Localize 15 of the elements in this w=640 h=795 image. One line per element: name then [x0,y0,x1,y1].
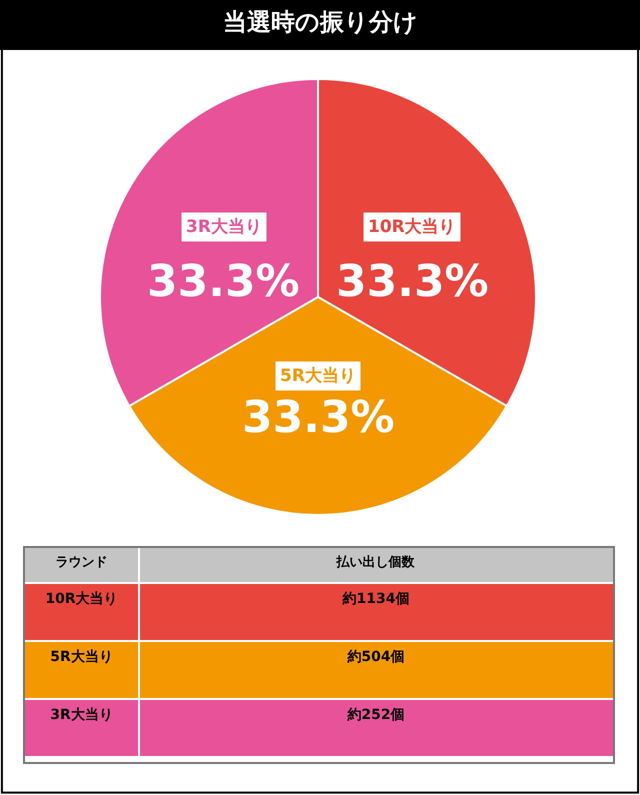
text: 払い出し個数 [336,555,416,570]
category-label: 3R大当り [50,707,113,723]
text: 約252個 [346,707,405,723]
text: 約1134個 [342,591,410,607]
text: ラウンド [56,555,108,570]
slice-label: 5R大当り [50,649,113,665]
category-label: 10R大当り [45,591,118,607]
chart-title: 当選時の振り分け [223,8,418,36]
slice-label: 5R大当り [280,366,356,386]
slice-label: 10R大当り [368,217,456,237]
data-label: 33.3% [336,256,489,307]
data-label: 33.3% [242,392,395,443]
text: 約504個 [346,649,405,665]
data-label: 33.3% [147,256,300,307]
slice-label: 3R大当り [186,217,262,237]
